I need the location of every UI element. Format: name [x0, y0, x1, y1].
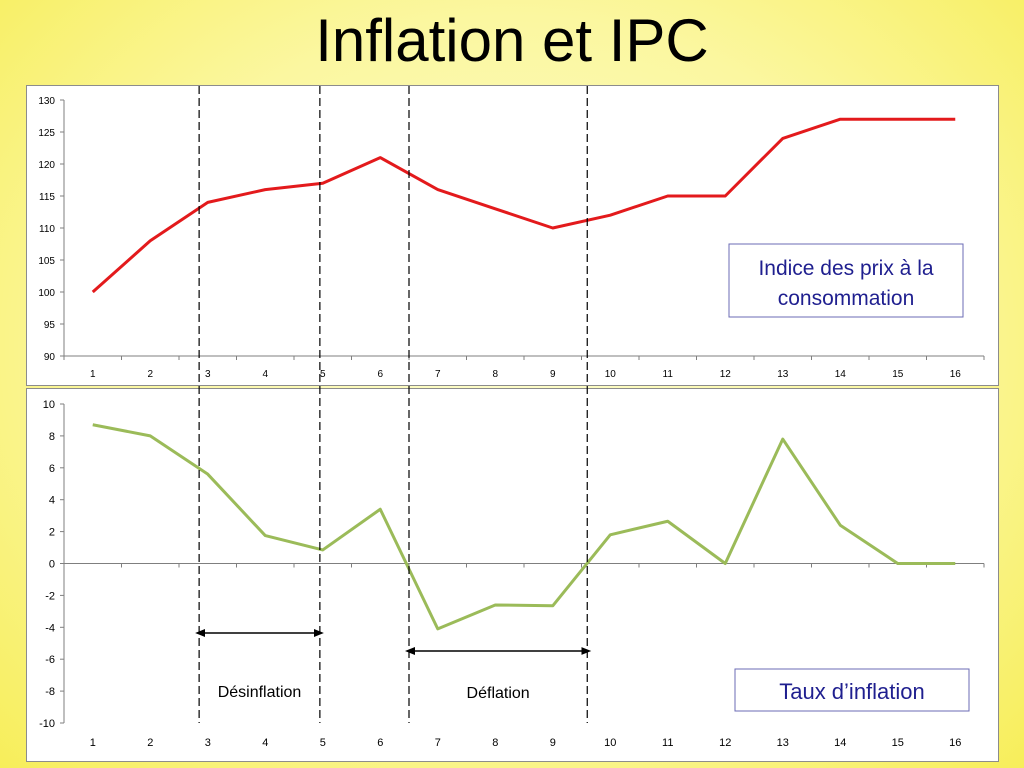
x-tick-label: 9 — [550, 369, 556, 380]
x-tick-label: 5 — [320, 369, 326, 380]
y-tick-label: 4 — [49, 495, 55, 507]
x-tick-label: 11 — [663, 369, 674, 380]
legend-box — [734, 668, 970, 712]
y-tick-label: -8 — [45, 686, 55, 698]
x-tick-label: 13 — [777, 737, 789, 749]
x-tick-label: 3 — [205, 369, 211, 380]
x-tick-label: 10 — [605, 369, 617, 380]
y-tick-label: 115 — [39, 192, 55, 203]
y-tick-label: -2 — [45, 590, 55, 602]
y-tick-label: 100 — [38, 288, 55, 299]
x-tick-label: 11 — [662, 737, 673, 749]
x-tick-label: 2 — [147, 369, 153, 380]
x-tick-label: 9 — [550, 737, 556, 749]
series-line — [92, 423, 956, 631]
y-tick-label: 2 — [49, 527, 55, 539]
x-tick-label: 3 — [205, 737, 211, 749]
ipc-chart-panel: 90 95 100 105 110 115 120 125 130 1 2 3 4 5 6 7 8 9 10 11 12… — [26, 85, 999, 386]
y-tick-label: 120 — [38, 160, 55, 171]
deflation-label: Déflation — [467, 685, 530, 702]
y-tick-label: 10 — [43, 399, 55, 411]
legend-text: Indice des prix à la — [758, 257, 933, 280]
y-tick-label: 110 — [39, 224, 55, 235]
legend-text: consommation — [778, 287, 915, 310]
y-tick-label: 6 — [49, 463, 55, 475]
y-tick-label: 90 — [44, 352, 56, 363]
legend-text: Taux d’inflation — [779, 679, 925, 704]
x-tick-label: 1 — [90, 369, 96, 380]
y-tick-label: 105 — [38, 256, 55, 267]
x-tick-label: 13 — [777, 369, 789, 380]
x-tick-label: 2 — [147, 737, 153, 749]
x-tick-label: 14 — [835, 369, 847, 380]
x-tick-label: 6 — [377, 369, 383, 380]
slide-title: Inflation et IPC — [315, 7, 709, 74]
x-tick-label: 4 — [262, 369, 268, 380]
y-tick-label: 130 — [38, 96, 55, 107]
x-tick-label: 5 — [320, 737, 326, 749]
y-tick-label: 125 — [38, 128, 55, 139]
x-tick-label: 15 — [892, 369, 904, 380]
x-tick-label: 6 — [377, 737, 383, 749]
x-tick-label: 7 — [435, 369, 441, 380]
x-tick-label: 14 — [834, 737, 846, 749]
y-tick-label: -6 — [45, 654, 55, 666]
y-tick-label: 8 — [49, 431, 55, 443]
y-tick-label: 0 — [49, 559, 55, 571]
inflation-chart-panel: -10 -8 -6 -4 -2 0 2 4 6 8 10 1 2 3 4 5 6 7 8 9 10 11 12 13 14 15 1… — [26, 388, 999, 762]
x-tick-label: 10 — [604, 737, 616, 749]
x-tick-label: 12 — [719, 737, 731, 749]
y-tick-label: -4 — [45, 622, 55, 634]
x-tick-label: 15 — [892, 737, 904, 749]
x-tick-label: 12 — [720, 369, 732, 380]
desinflation-label: Désinflation — [218, 684, 302, 701]
y-tick-label: -10 — [39, 718, 55, 730]
y-tick-label: 95 — [44, 320, 56, 331]
x-tick-label: 7 — [435, 737, 441, 749]
legend-box — [728, 243, 964, 318]
x-tick-label: 8 — [492, 737, 498, 749]
x-tick-label: 16 — [950, 369, 962, 380]
x-tick-label: 8 — [492, 369, 498, 380]
x-tick-label: 16 — [949, 737, 961, 749]
x-tick-label: 1 — [90, 737, 96, 749]
x-tick-label: 4 — [262, 737, 268, 749]
series-line — [91, 117, 956, 294]
